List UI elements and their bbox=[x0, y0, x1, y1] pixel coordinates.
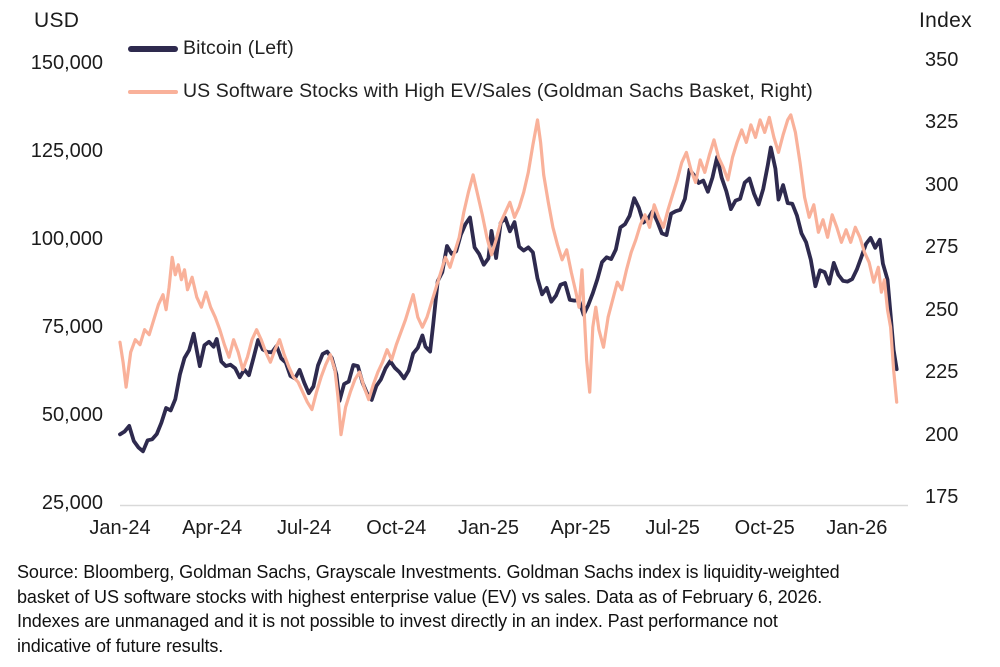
right-axis-tick: 225 bbox=[925, 361, 959, 384]
x-axis-tick: Jan-26 bbox=[826, 517, 888, 539]
software-stocks-line bbox=[118, 113, 899, 437]
right-axis-tick: 250 bbox=[925, 298, 959, 321]
left-axis-tick: 50,000 bbox=[41, 404, 103, 426]
left-axis-title: USD bbox=[34, 9, 80, 32]
legend-item-bitcoin: Bitcoin (Left) bbox=[128, 37, 813, 60]
right-axis-tick: 275 bbox=[925, 236, 959, 259]
right-axis-tick: 300 bbox=[925, 173, 959, 196]
legend-label-software: US Software Stocks with High EV/Sales (G… bbox=[183, 80, 813, 102]
x-axis-tick: Oct-24 bbox=[366, 517, 427, 539]
left-axis-tick: 125,000 bbox=[30, 140, 103, 162]
right-axis-tick: 350 bbox=[925, 49, 959, 71]
x-axis-tick: Apr-24 bbox=[182, 517, 243, 539]
left-axis-tick: 25,000 bbox=[41, 492, 103, 514]
right-axis-tick: 325 bbox=[925, 111, 959, 134]
line-chart bbox=[118, 113, 908, 507]
left-axis-tick: 150,000 bbox=[30, 52, 103, 74]
left-axis-tick: 100,000 bbox=[30, 228, 103, 250]
x-axis-tick: Jan-25 bbox=[457, 517, 519, 539]
x-axis-tick: Oct-25 bbox=[734, 517, 795, 539]
x-axis-tick: Jan-24 bbox=[89, 517, 151, 539]
right-axis-tick: 200 bbox=[925, 423, 959, 446]
source-note: Source: Bloomberg, Goldman Sachs, Graysc… bbox=[17, 562, 840, 656]
legend-label-bitcoin: Bitcoin (Left) bbox=[183, 37, 294, 59]
x-axis-tick: Jul-24 bbox=[276, 517, 332, 539]
software-line-swatch bbox=[128, 89, 178, 94]
bitcoin-line-swatch bbox=[128, 45, 178, 52]
x-axis-tick: Apr-25 bbox=[550, 517, 611, 539]
right-axis-tick: 175 bbox=[925, 486, 959, 508]
chart-legend: Bitcoin (Left) US Software Stocks with H… bbox=[128, 37, 813, 123]
x-axis-tick: Jul-25 bbox=[645, 517, 700, 539]
left-axis-tick: 75,000 bbox=[41, 316, 103, 338]
bitcoin-line bbox=[118, 145, 899, 454]
legend-item-software: US Software Stocks with High EV/Sales (G… bbox=[128, 80, 813, 103]
right-axis-title: Index bbox=[919, 9, 972, 32]
